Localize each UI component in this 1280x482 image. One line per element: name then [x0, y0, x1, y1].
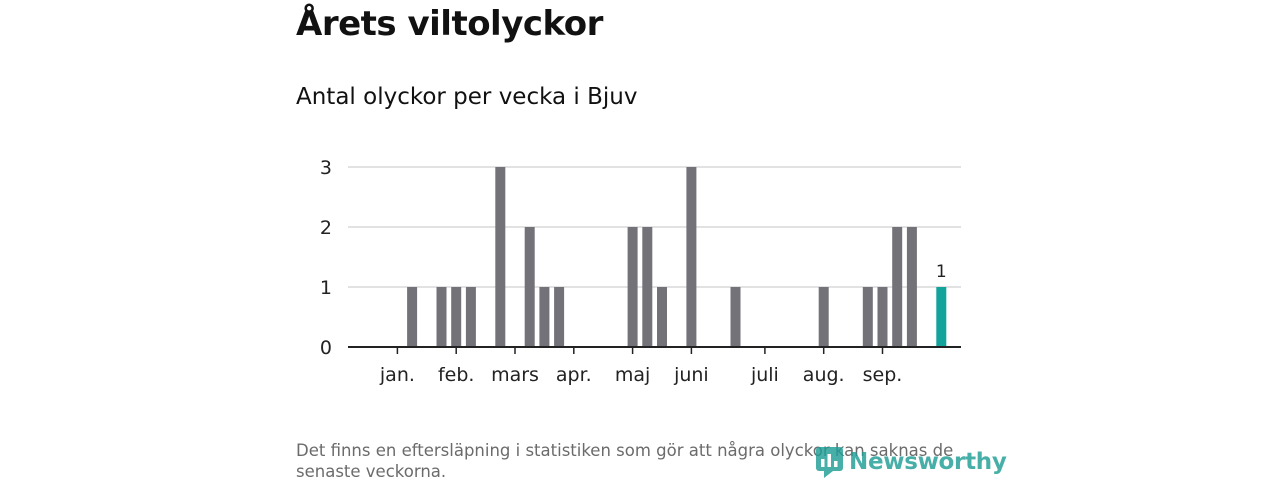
bar — [524, 227, 535, 347]
bar-chart: 0 1 2 3 1 jan. feb. mars apr. maj juni juli aug. sep. — [320, 157, 961, 386]
bar — [657, 287, 667, 347]
chart-subtitle: Antal olyckor per vecka i Bjuv — [296, 84, 638, 110]
y-tick-label: 3 — [320, 157, 332, 179]
page-title: Årets viltolyckor — [296, 4, 603, 44]
x-tick-label: feb. — [438, 364, 474, 386]
footnote: Det finns en eftersläpning i statistiken… — [296, 441, 954, 481]
highlight-value-label: 1 — [936, 262, 947, 282]
highlight-bar — [936, 287, 947, 347]
bar-chart-logo-icon — [816, 447, 843, 478]
logo-text: Newsworthy — [849, 449, 1007, 475]
bar — [686, 167, 697, 347]
bar — [465, 287, 476, 347]
newsworthy-logo[interactable]: Newsworthy — [815, 446, 1007, 478]
bar — [877, 287, 888, 347]
x-tick-label: maj — [615, 364, 650, 386]
bar — [642, 227, 653, 347]
bar — [862, 287, 873, 347]
x-tick-label: juli — [750, 364, 779, 386]
bar — [892, 227, 903, 347]
x-tick-label: sep. — [863, 364, 903, 386]
bar — [818, 287, 829, 347]
bar — [436, 287, 447, 347]
x-tick-label: aug. — [803, 364, 845, 386]
bar — [451, 287, 462, 347]
bar — [906, 227, 917, 347]
bar — [627, 227, 638, 347]
x-tick-label: apr. — [556, 364, 592, 386]
bar — [407, 287, 418, 347]
bar — [495, 167, 506, 347]
bar — [554, 287, 565, 347]
chart-card: Årets viltolyckor Antal olyckor per veck… — [296, 0, 1007, 481]
x-tick-label: jan. — [379, 364, 415, 386]
x-tick-label: juni — [673, 364, 709, 386]
bar — [539, 287, 550, 347]
y-tick-label: 2 — [320, 217, 332, 239]
bar — [730, 287, 741, 347]
y-tick-label: 0 — [320, 337, 332, 359]
x-tick-label: mars — [491, 364, 539, 386]
y-tick-label: 1 — [320, 277, 332, 299]
